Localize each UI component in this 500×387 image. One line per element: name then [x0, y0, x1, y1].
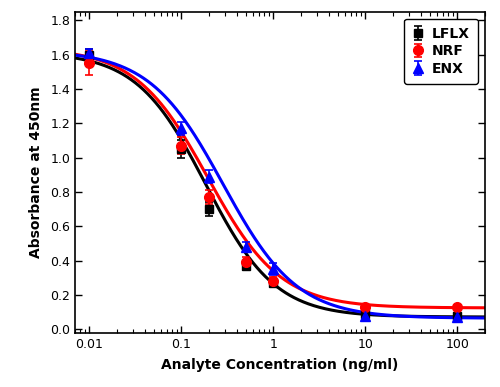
- Y-axis label: Absorbance at 450nm: Absorbance at 450nm: [29, 86, 43, 258]
- X-axis label: Analyte Concentration (ng/ml): Analyte Concentration (ng/ml): [162, 358, 398, 372]
- Legend: LFLX, NRF, ENX: LFLX, NRF, ENX: [404, 19, 478, 84]
